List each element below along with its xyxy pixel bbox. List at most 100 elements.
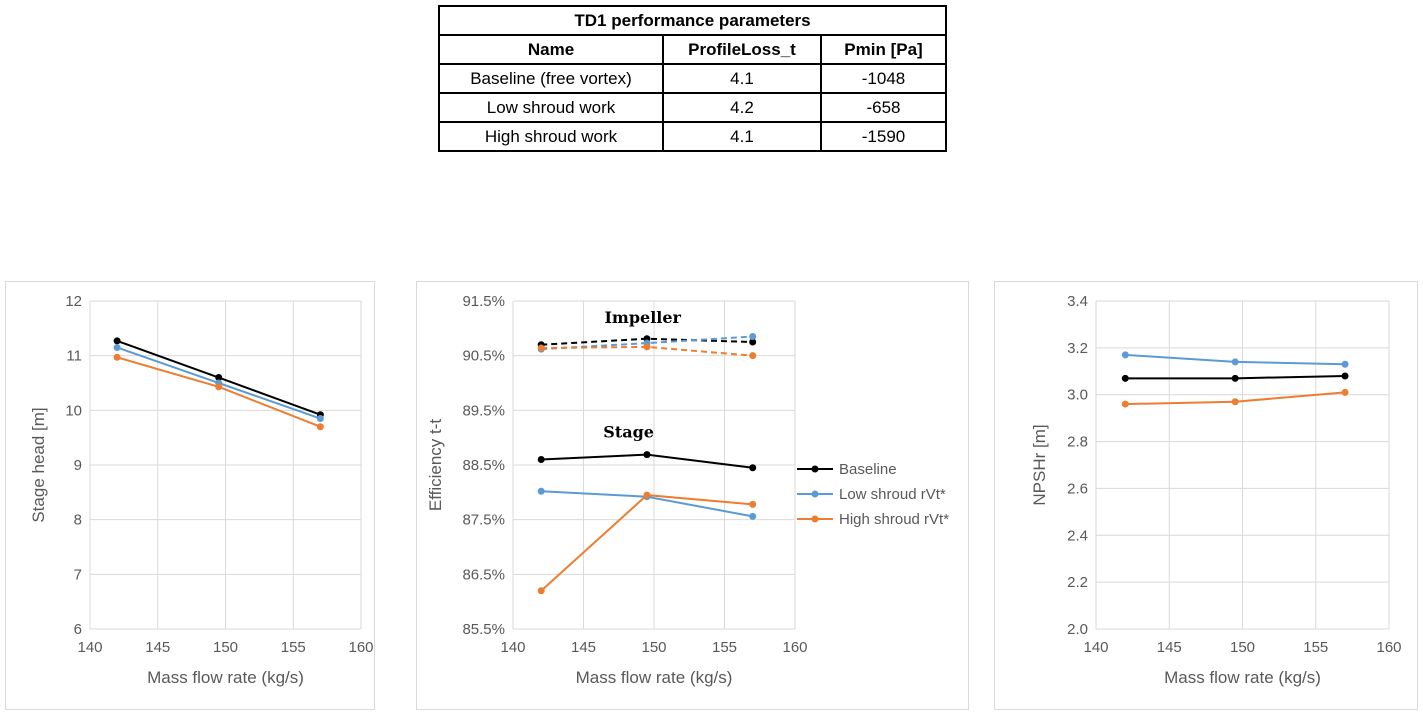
data-point (113, 343, 121, 351)
y-tick-label: 87.5% (462, 512, 505, 529)
y-axis-title: Efficiency t-t (426, 419, 445, 512)
table-cell: -658 (820, 92, 947, 123)
x-tick-label: 150 (641, 639, 666, 656)
x-tick-label: 160 (782, 639, 807, 656)
table-row: Low shroud work 4.2 -658 (438, 92, 947, 123)
y-tick-label: 88.5% (462, 457, 505, 474)
data-point (643, 343, 651, 351)
y-tick-label: 3.0 (1067, 387, 1088, 404)
y-tick-label: 7 (74, 566, 82, 583)
data-point (643, 451, 651, 459)
data-point (1341, 372, 1349, 380)
data-point (1231, 358, 1239, 366)
data-point (1121, 351, 1129, 359)
y-tick-label: 12 (65, 293, 82, 310)
x-tick-label: 155 (281, 639, 306, 656)
table-header-row: Name ProfileLoss_t Pmin [Pa] (438, 34, 947, 65)
series-line (116, 356, 321, 428)
x-axis-title: Mass flow rate (kg/s) (576, 668, 733, 687)
y-tick-label: 11 (66, 348, 82, 365)
legend-marker (811, 465, 819, 473)
x-tick-label: 140 (77, 639, 102, 656)
y-tick-label: 10 (65, 402, 82, 419)
legend-label: High shroud rVt* (839, 511, 949, 528)
x-tick-label: 145 (1157, 639, 1182, 656)
table-cell: Low shroud work (438, 92, 664, 123)
data-point (1231, 374, 1239, 382)
y-tick-label: 6 (74, 621, 82, 638)
data-point (1341, 388, 1349, 396)
data-point (749, 500, 757, 508)
data-point (316, 423, 324, 431)
y-tick-label: 3.4 (1067, 293, 1088, 310)
table-row: Baseline (free vortex) 4.1 -1048 (438, 63, 947, 94)
x-tick-label: 155 (712, 639, 737, 656)
data-point (316, 415, 324, 423)
column-header-name: Name (438, 34, 664, 65)
column-header-pmin: Pmin [Pa] (820, 34, 947, 65)
legend-marker (811, 515, 819, 523)
y-tick-label: 90.5% (462, 348, 505, 365)
y-tick-label: 86.5% (462, 566, 505, 583)
npshr-plot: 2.0 2.2 2.4 2.6 2.8 3.0 3.2 3.4 140 145 150 155 160 M… (1030, 293, 1402, 687)
data-point (537, 587, 545, 595)
x-tick-label: 145 (571, 639, 596, 656)
data-point (1121, 374, 1129, 382)
y-tick-label: 8 (74, 512, 82, 529)
x-tick-label: 155 (1303, 639, 1328, 656)
data-point (749, 338, 757, 346)
data-point (537, 344, 545, 352)
series-line (540, 494, 753, 592)
y-tick-label: 2.4 (1067, 527, 1088, 544)
data-point (1231, 398, 1239, 406)
y-tick-label: 85.5% (462, 621, 505, 638)
npshr-chart: 2.0 2.2 2.4 2.6 2.8 3.0 3.2 3.4 140 145 150 155 160 M… (994, 281, 1418, 710)
y-tick-label: 9 (74, 457, 82, 474)
data-point (749, 464, 757, 472)
y-tick-label: 2.2 (1067, 574, 1088, 591)
data-point (113, 353, 121, 361)
efficiency-plot: 85.5% 86.5% 87.5% 88.5% 89.5% 90.5% 91.5% 140 14… (426, 293, 949, 687)
x-tick-label: 140 (500, 639, 525, 656)
efficiency-chart: 85.5% 86.5% 87.5% 88.5% 89.5% 90.5% 91.5% 140 14… (416, 281, 969, 710)
data-point (537, 456, 545, 464)
data-point (215, 374, 223, 382)
table-title: TD1 performance parameters (438, 5, 947, 36)
x-tick-label: 160 (1376, 639, 1401, 656)
x-axis-title: Mass flow rate (kg/s) (1164, 668, 1321, 687)
stage-head-plot: 6 7 8 9 10 11 12 140 145 150 155 160 Mass flow rate … (29, 293, 374, 687)
data-point (749, 352, 757, 360)
data-point (749, 333, 757, 341)
y-axis-title: Stage head [m] (29, 407, 48, 522)
table-cell: 4.1 (662, 63, 822, 94)
x-tick-label: 140 (1083, 639, 1108, 656)
x-tick-label: 150 (1230, 639, 1255, 656)
legend-label: Low shroud rVt* (839, 486, 946, 503)
annotation-stage: Stage (603, 423, 654, 442)
legend-label: Baseline (839, 461, 897, 478)
y-axis-title: NPSHr [m] (1030, 424, 1049, 505)
performance-table: TD1 performance parameters Name ProfileL… (438, 5, 947, 152)
table-cell: 4.1 (662, 121, 822, 152)
annotation-impeller: Impeller (604, 308, 681, 327)
table-cell: Baseline (free vortex) (438, 63, 664, 94)
data-point (537, 487, 545, 495)
data-point (215, 383, 223, 391)
legend-marker (811, 490, 819, 498)
y-tick-label: 91.5% (462, 293, 505, 310)
table-cell: High shroud work (438, 121, 664, 152)
y-tick-label: 2.6 (1067, 480, 1088, 497)
stage-head-chart: 6 7 8 9 10 11 12 140 145 150 155 160 Mass flow rate … (5, 281, 375, 710)
data-point (1341, 360, 1349, 368)
table-row: High shroud work 4.1 -1590 (438, 121, 947, 152)
x-tick-label: 145 (145, 639, 170, 656)
table-cell: -1048 (820, 63, 947, 94)
y-tick-label: 2.8 (1067, 434, 1088, 451)
y-tick-label: 2.0 (1067, 621, 1088, 638)
data-point (113, 337, 121, 345)
table-title-row: TD1 performance parameters (438, 5, 947, 36)
column-header-profileloss: ProfileLoss_t (662, 34, 822, 65)
x-tick-label: 160 (348, 639, 373, 656)
data-point (1121, 400, 1129, 408)
y-tick-label: 3.2 (1067, 340, 1088, 357)
